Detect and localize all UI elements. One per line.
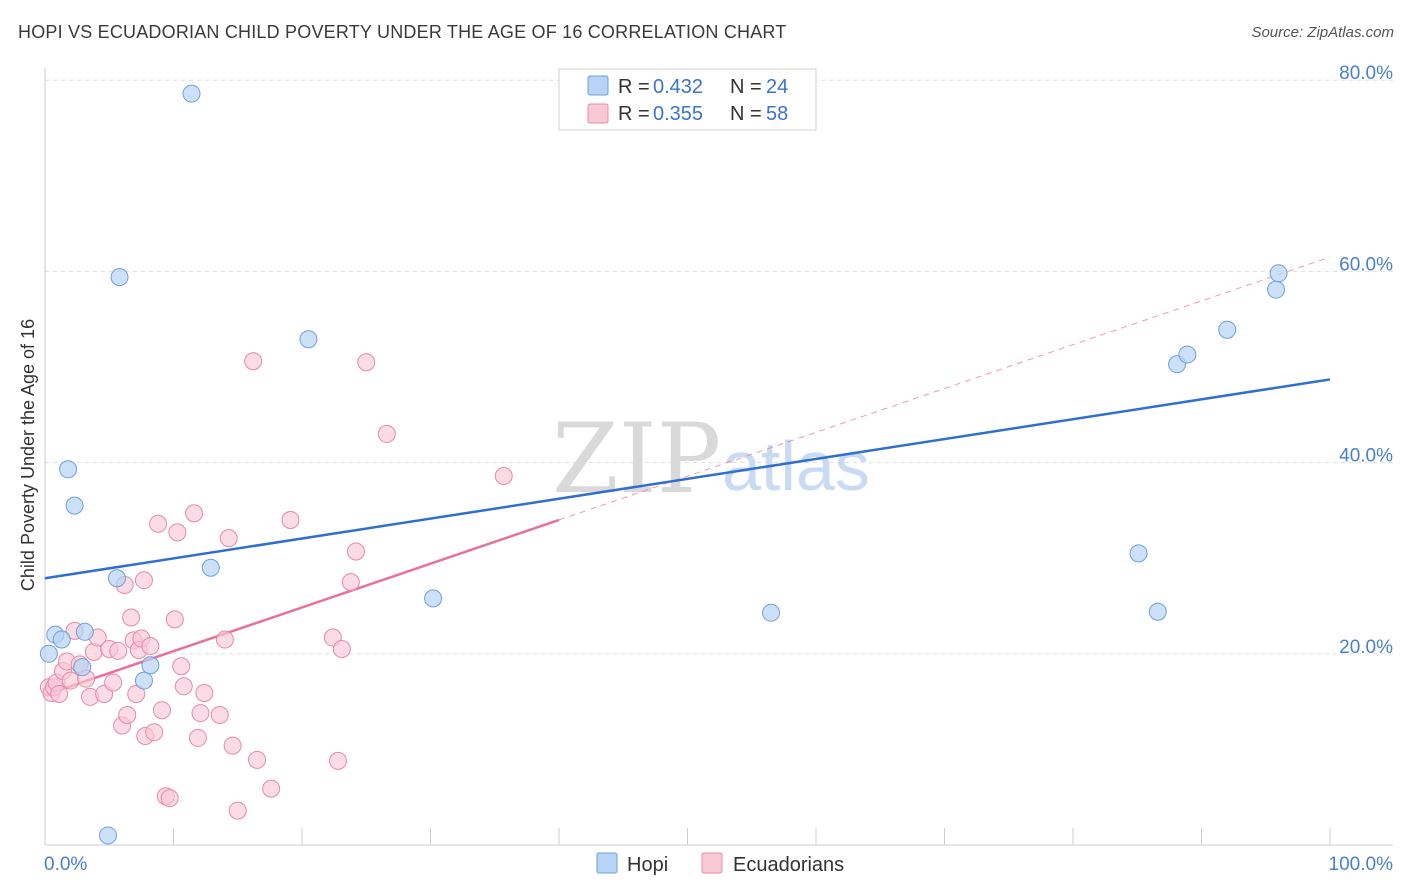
hopi-point-22 <box>1267 280 1286 299</box>
ecuadorians-point-21 <box>122 608 141 627</box>
legend-swatch-hopi <box>587 75 609 96</box>
hopi-point-7 <box>98 826 117 845</box>
ecuadorians-point-48 <box>262 779 281 798</box>
hopi-point-9 <box>110 268 129 287</box>
hopi-points <box>39 84 1288 845</box>
hopi-point-13 <box>201 558 220 577</box>
ecuadorians-point-46 <box>228 801 247 820</box>
ecuadorians-point-7 <box>61 671 80 690</box>
watermark: ZIP atlas <box>552 403 870 515</box>
ecuadorians-point-4 <box>50 684 69 703</box>
y-tick-labels: 20.0% 40.0% 60.0% 80.0% <box>1339 63 1393 658</box>
hopi-point-18 <box>1148 602 1167 621</box>
ecuadorians-point-44 <box>219 529 238 548</box>
hopi-point-17 <box>1129 544 1148 563</box>
hopi-point-21 <box>1218 320 1237 339</box>
hopi-point-3 <box>59 460 78 479</box>
bottom-legend-ecuadorians: Ecuadorians <box>733 854 844 876</box>
y-tick-label-3: 80.0% <box>1339 63 1393 84</box>
ecuadorians-point-58 <box>494 466 513 485</box>
ecuadorians-point-36 <box>172 657 191 676</box>
ecuadorians-point-16 <box>104 673 123 692</box>
hopi-point-5 <box>73 658 92 677</box>
ecuadorians-point-55 <box>244 352 263 371</box>
hopi-point-14 <box>299 330 318 349</box>
ecuadorians-point-31 <box>152 701 171 720</box>
ecuadorians-point-42 <box>210 705 229 724</box>
ecuadorians-point-30 <box>149 514 168 533</box>
hopi-point-12 <box>182 84 201 103</box>
ecuadorians-point-41 <box>195 683 214 702</box>
hopi-point-2 <box>52 630 71 649</box>
bottom-legend: Hopi Ecuadorians <box>596 852 844 876</box>
ecuadorians-point-49 <box>281 510 300 529</box>
hopi-point-0 <box>39 644 58 663</box>
ecuadorians-point-54 <box>346 542 365 561</box>
ecuadorians-point-26 <box>134 571 153 590</box>
hopi-point-23 <box>1269 264 1288 283</box>
legend-ecu-r-value: 0.355 <box>653 103 703 125</box>
ecuadorians-points <box>39 352 513 820</box>
ecuadorians-point-38 <box>185 504 204 523</box>
legend-hopi-r-value: 0.432 <box>653 76 703 98</box>
y-tick-label-0: 20.0% <box>1339 637 1393 658</box>
hopi-point-4 <box>65 496 84 515</box>
x-tick-label-1: 100.0% <box>1329 854 1394 875</box>
ecuadorians-point-20 <box>118 705 137 724</box>
axes <box>44 68 1393 846</box>
chart-title: HOPI VS ECUADORIAN CHILD POVERTY UNDER T… <box>18 22 787 42</box>
ecuadorians-point-40 <box>191 704 210 723</box>
ecuadorians-point-51 <box>328 751 347 770</box>
x-tick-label-0: 0.0% <box>44 854 87 875</box>
bottom-legend-swatch-ecuadorians <box>701 852 723 874</box>
ecuadorians-point-34 <box>165 610 184 629</box>
ecuadorians-point-57 <box>377 424 396 443</box>
hopi-point-16 <box>762 603 781 622</box>
legend-swatch-ecuadorians <box>587 103 609 124</box>
ecuadorians-point-47 <box>248 750 267 769</box>
hopi-point-11 <box>141 656 160 675</box>
ecuadorians-point-52 <box>332 640 351 659</box>
ecuadorians-trend-extension <box>558 256 1331 521</box>
y-axis-label: Child Poverty Under the Age of 16 <box>18 319 38 591</box>
ecuadorians-point-35 <box>168 523 187 542</box>
legend-hopi-n-label: N = <box>730 76 762 98</box>
x-tick-labels: 0.0% 100.0% <box>44 854 1393 875</box>
ecuadorians-point-33 <box>160 789 179 808</box>
ecuadorians-trend-line <box>44 518 560 697</box>
legend-hopi-r-label: R = <box>618 76 650 98</box>
hopi-point-20 <box>1178 345 1197 364</box>
ecuadorians-point-43 <box>215 630 234 649</box>
legend-hopi-n-value: 24 <box>766 76 788 98</box>
hopi-trend-line <box>44 378 1331 580</box>
y-tick-label-2: 60.0% <box>1339 254 1393 275</box>
bottom-legend-swatch-hopi <box>596 852 618 874</box>
legend-ecu-n-value: 58 <box>766 103 788 125</box>
ecuadorians-point-29 <box>145 723 164 742</box>
legend: R = 0.432 N = 24 R = 0.355 N = 58 <box>558 68 817 131</box>
legend-ecu-r-label: R = <box>618 103 650 125</box>
watermark-atlas: atlas <box>722 427 870 505</box>
ecuadorians-point-23 <box>127 684 146 703</box>
ecuadorians-point-37 <box>174 677 193 696</box>
legend-ecu-n-label: N = <box>730 103 762 125</box>
ecuadorians-point-53 <box>341 573 360 592</box>
gridlines <box>45 79 1393 655</box>
y-tick-label-1: 40.0% <box>1339 446 1393 467</box>
ecuadorians-point-45 <box>223 736 242 755</box>
ecuadorians-point-39 <box>188 728 207 747</box>
watermark-zip: ZIP <box>552 403 721 515</box>
ecuadorians-point-17 <box>109 641 128 660</box>
hopi-point-15 <box>424 589 443 608</box>
ecuadorians-point-56 <box>357 353 376 372</box>
hopi-point-8 <box>107 569 126 588</box>
trend-lines <box>44 256 1331 697</box>
hopi-point-6 <box>75 622 94 641</box>
source-label: Source: ZipAtlas.com <box>1251 24 1394 41</box>
bottom-legend-hopi: Hopi <box>627 854 668 876</box>
ecuadorians-point-28 <box>141 637 160 656</box>
hopi-point-10 <box>134 671 153 690</box>
